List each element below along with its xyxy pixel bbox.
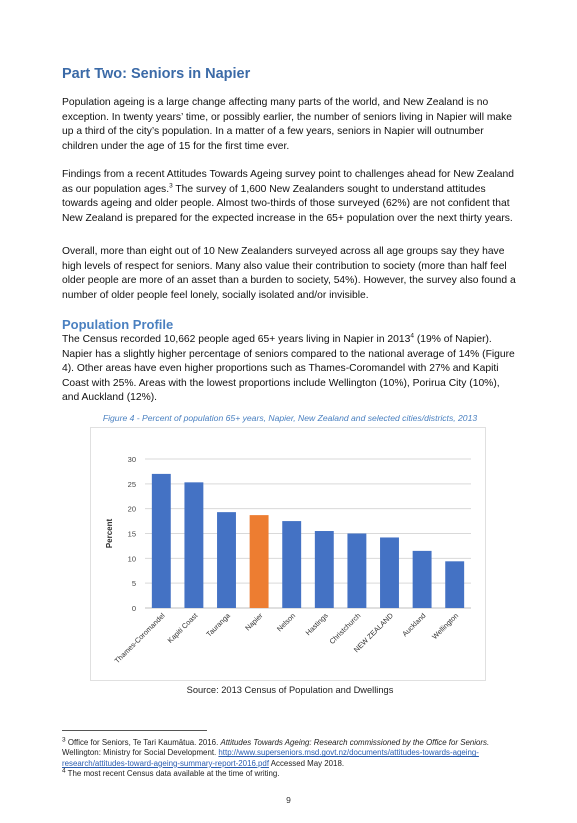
footnote-link[interactable]: http://www.superseniors.msd.govt.nz/docu… [62, 748, 479, 768]
bar-nelson [282, 521, 302, 608]
x-tick-label: Nelson [275, 611, 297, 633]
paragraph-2: Findings from a recent Attitudes Towards… [62, 169, 514, 224]
chart-frame: 0 5 10 15 20 25 30 Percent Thames-Coromandel Kapi… [90, 427, 486, 681]
footnote-4: 4 The most recent Census data available … [62, 767, 280, 779]
bar-napier [249, 515, 269, 608]
x-tick-label: Kapiti Coast [166, 611, 200, 645]
bar-new-zealand [380, 537, 399, 608]
footnote-ref-4: 4 [410, 332, 414, 340]
x-tick-label: Wellington [430, 611, 460, 641]
x-tick-label: Hastings [304, 611, 330, 637]
y-tick-label: 10 [128, 554, 136, 563]
bar-tauranga [217, 512, 236, 608]
section-heading: Part Two: Seniors in Napier [62, 66, 251, 82]
y-tick-label: 15 [128, 530, 136, 539]
x-tick-label: Thames-Coromandel [113, 611, 167, 665]
bar-kapiti-coast [184, 482, 204, 608]
footnote-3: 3 Office for Seniors, Te Tari Kaumātua. … [62, 736, 490, 768]
figure-source: Source: 2013 Census of Population and Dw… [186, 685, 394, 695]
paragraph-1: Population ageing is a large change affe… [62, 97, 513, 152]
x-tick-label: Tauranga [204, 611, 232, 639]
footnote-ref-3: 3 [169, 182, 173, 190]
paragraph-3: Overall, more than eight out of 10 New Z… [62, 246, 516, 301]
subsection-heading: Population Profile [62, 317, 174, 332]
y-axis-label: Percent [105, 518, 114, 548]
footnotes: 3 Office for Seniors, Te Tari Kaumātua. … [62, 736, 522, 780]
y-tick-label: 25 [128, 480, 136, 489]
bar-chart: 0 5 10 15 20 25 30 Percent Thames-CoromandelKapi… [105, 455, 471, 665]
y-tick-label: 30 [128, 455, 136, 464]
bar-auckland [412, 550, 432, 608]
y-tick-label: 20 [128, 505, 136, 514]
bar-thames-coromandel [151, 473, 171, 608]
bar-wellington [445, 561, 465, 608]
x-tick-label: Napier [243, 611, 265, 633]
footnote-separator [62, 730, 207, 731]
bar-christchurch [347, 533, 367, 608]
y-tick-label: 0 [132, 604, 136, 613]
x-tick-label: Auckland [400, 611, 427, 638]
x-tick-label: Christchurch [327, 611, 362, 646]
page-number: 9 [286, 795, 291, 805]
figure-caption: Figure 4 - Percent of population 65+ yea… [102, 413, 478, 423]
bar-hastings [314, 531, 334, 608]
y-tick-label: 5 [132, 579, 136, 588]
paragraph-4: The Census recorded 10,662 people aged 6… [62, 332, 515, 403]
